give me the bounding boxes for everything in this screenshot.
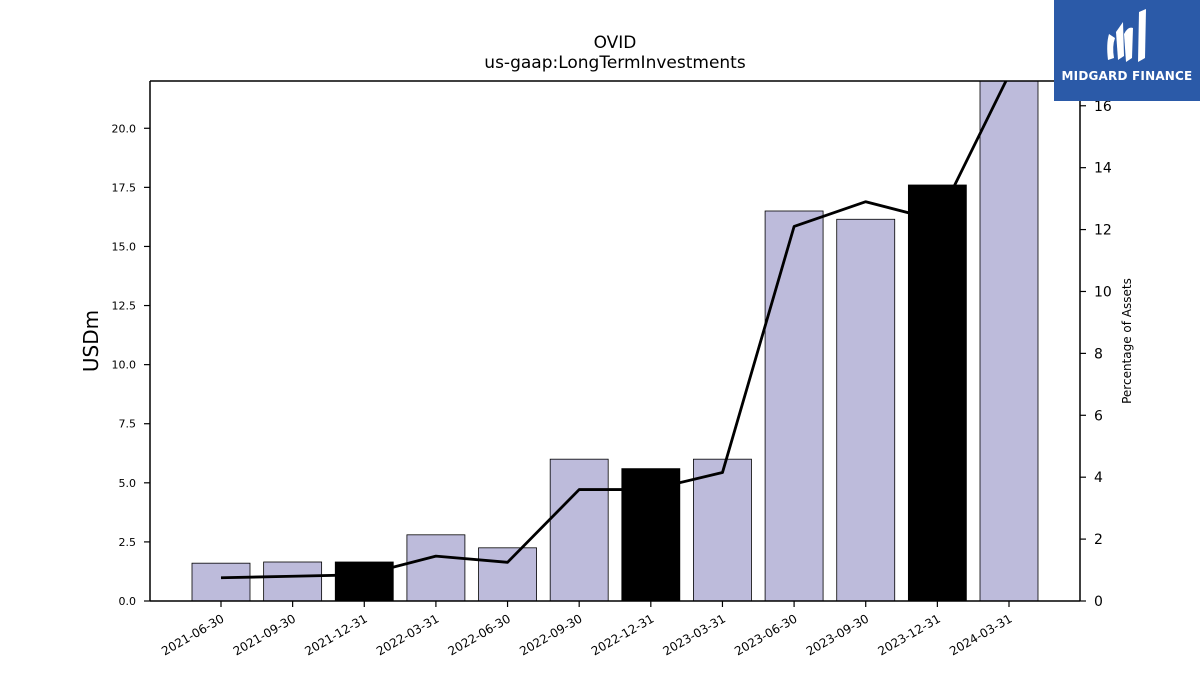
y-tick-label-left-2.5: 2.5 (119, 536, 137, 549)
chart-subtitle: us-gaap:LongTermInvestments (484, 53, 746, 73)
brand-logo: MIDGARD FINANCE (1054, 0, 1200, 101)
x-tick-label-2022-09-30: 2022-09-30 (517, 611, 584, 658)
bar-2021-06-30 (191, 562, 251, 602)
y-tick-label-right-12: 12 (1094, 223, 1112, 239)
bar-2023-06-30 (764, 210, 824, 602)
bar-2021-09-30 (263, 561, 323, 602)
bar-2021-12-31 (334, 561, 394, 602)
bar-2023-12-31 (907, 184, 967, 602)
y-axis-label-right: Percentage of Assets (1120, 278, 1134, 404)
y-tick-label-right-8: 8 (1094, 346, 1103, 362)
y-tick-label-left-0.0: 0.0 (119, 595, 137, 608)
y-tick-label-right-0: 0 (1094, 594, 1103, 610)
x-tick-label-2022-06-30: 2022-06-30 (446, 611, 513, 658)
y-tick-label-left-5.0: 5.0 (119, 477, 137, 490)
x-tick-label-2021-12-31: 2021-12-31 (302, 611, 369, 658)
chart-title: OVID (594, 33, 637, 53)
y-tick-label-left-17.5: 17.5 (112, 181, 137, 194)
x-tick-label-2021-09-30: 2021-09-30 (231, 611, 298, 658)
y-tick-label-left-20.0: 20.0 (112, 122, 137, 135)
y-tick-label-left-7.5: 7.5 (119, 418, 137, 431)
logo-mark-icon (1107, 9, 1146, 63)
x-tick-label-2023-09-30: 2023-09-30 (804, 611, 871, 658)
x-tick-label-2023-12-31: 2023-12-31 (875, 611, 942, 658)
y-tick-label-right-10: 10 (1094, 284, 1112, 300)
bar-2022-03-31 (406, 534, 466, 602)
percentage-line (220, 81, 1008, 580)
y-tick-label-right-4: 4 (1094, 470, 1103, 486)
y-tick-label-right-16: 16 (1094, 99, 1112, 115)
y-tick-label-right-14: 14 (1094, 161, 1112, 177)
y-tick-label-left-12.5: 12.5 (112, 300, 137, 313)
y-axis-label-left: USDm (79, 310, 103, 372)
logo-text: MIDGARD FINANCE (1061, 69, 1193, 83)
x-tick-label-2024-03-31: 2024-03-31 (947, 611, 1014, 658)
x-tick-label-2022-12-31: 2022-12-31 (589, 611, 656, 658)
plot-area: 0.0 2.5 5.0 7.5 10.0 12.5 15.0 17.5 20.0 0 2 4 6 8 10 1… (112, 80, 1112, 658)
bar-2022-06-30 (478, 547, 537, 602)
x-tick-label-2021-06-30: 2021-06-30 (159, 611, 226, 658)
x-tick-label-2022-03-31: 2022-03-31 (374, 611, 441, 658)
bar-2022-09-30 (549, 458, 609, 602)
bar-2023-09-30 (836, 218, 896, 602)
y-tick-label-left-15.0: 15.0 (112, 240, 137, 253)
y-tick-label-left-10.0: 10.0 (112, 359, 137, 372)
y-tick-label-right-6: 6 (1094, 408, 1103, 424)
y-tick-label-right-2: 2 (1094, 532, 1103, 548)
bar-2024-03-31 (979, 80, 1039, 602)
x-tick-label-2023-06-30: 2023-06-30 (732, 611, 799, 658)
bar-2023-03-31 (693, 458, 752, 602)
x-tick-label-2023-03-31: 2023-03-31 (661, 611, 728, 658)
